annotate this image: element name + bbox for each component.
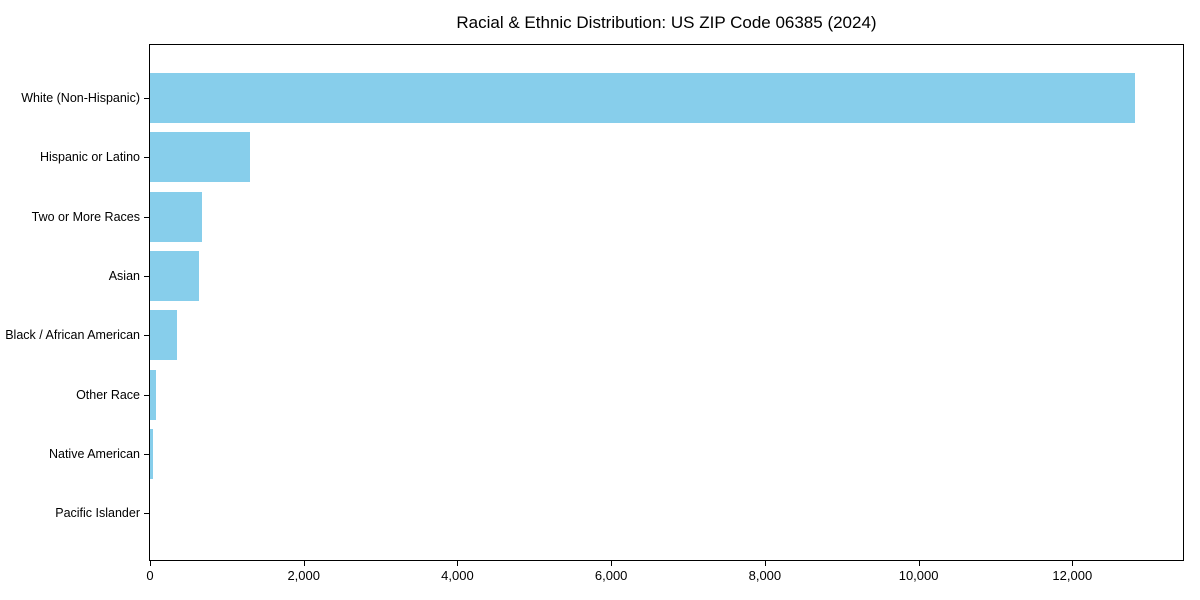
x-tick-label: 12,000 bbox=[1052, 568, 1093, 583]
y-tick-label: Black / African American bbox=[5, 328, 140, 343]
x-tick-mark bbox=[918, 561, 920, 566]
bar bbox=[150, 250, 200, 301]
y-tick-label: Two or More Races bbox=[31, 209, 140, 224]
x-tick-mark bbox=[611, 561, 613, 566]
y-tick-mark bbox=[144, 157, 149, 159]
y-tick-mark bbox=[144, 513, 149, 515]
y-tick-label: Asian bbox=[108, 268, 140, 283]
x-tick-label: 4,000 bbox=[441, 568, 474, 583]
y-tick-mark bbox=[144, 216, 149, 218]
bar bbox=[150, 132, 250, 183]
x-tick-label: 8,000 bbox=[748, 568, 782, 583]
bar bbox=[150, 369, 157, 420]
bar bbox=[150, 428, 154, 479]
y-tick-label: White (Non-Hispanic) bbox=[21, 91, 140, 105]
y-tick-mark bbox=[144, 335, 149, 337]
y-tick-mark bbox=[144, 394, 149, 396]
x-tick-label: 6,000 bbox=[594, 568, 628, 583]
x-tick-mark bbox=[150, 561, 151, 566]
y-tick-label: Native American bbox=[48, 446, 140, 461]
y-tick-mark bbox=[144, 275, 149, 277]
x-tick-label: 0 bbox=[146, 568, 154, 583]
y-tick-mark bbox=[144, 98, 149, 99]
y-tick-label: Other Race bbox=[76, 387, 140, 402]
y-tick-mark bbox=[144, 453, 149, 455]
x-tick-mark bbox=[303, 561, 305, 566]
x-tick-label: 2,000 bbox=[287, 568, 320, 583]
x-tick-label: 10,000 bbox=[898, 568, 939, 583]
x-tick-mark bbox=[764, 561, 766, 566]
bar bbox=[150, 191, 202, 242]
chart-title: Racial & Ethnic Distribution: US ZIP Cod… bbox=[456, 13, 877, 32]
x-tick-mark bbox=[1072, 561, 1074, 566]
x-tick-mark bbox=[457, 561, 459, 566]
plot-area bbox=[149, 44, 1184, 561]
bar bbox=[150, 310, 177, 361]
y-tick-label: Pacific Islander bbox=[55, 506, 140, 521]
y-tick-label: Hispanic or Latino bbox=[39, 150, 140, 165]
bar bbox=[150, 73, 1136, 123]
